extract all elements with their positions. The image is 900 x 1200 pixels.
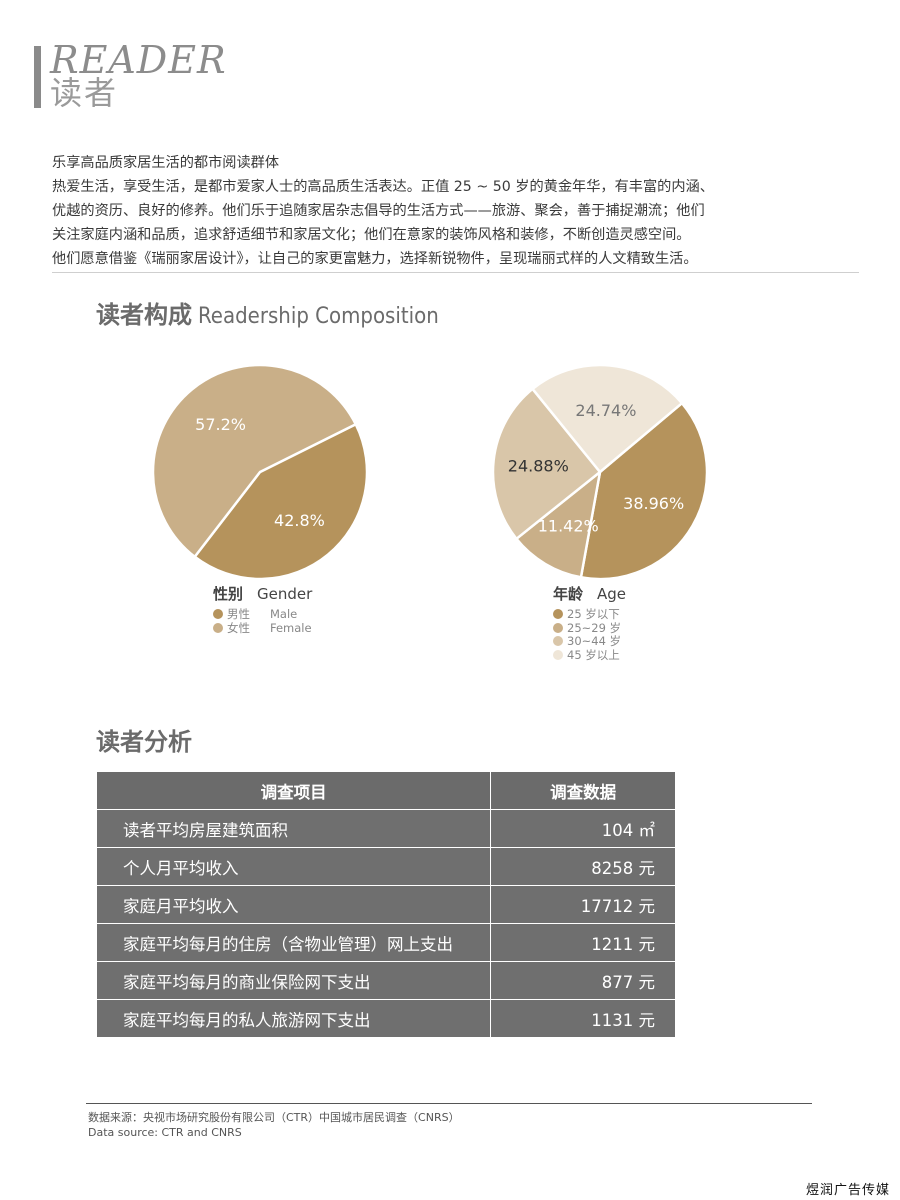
- divider: [52, 272, 859, 273]
- header-accent-bar: [34, 46, 41, 108]
- table-cell-item: 家庭月平均收入: [95, 885, 492, 924]
- gender-legend-title: 性别 Gender: [213, 583, 312, 604]
- table-header-item: 调查项目: [95, 771, 492, 810]
- intro-line: 关注家庭内涵和品质，追求舒适细节和家居文化；他们在意家的装饰风格和装修，不断创造…: [52, 227, 691, 243]
- intro-line: 乐享高品质家居生活的都市阅读群体: [52, 155, 280, 171]
- analysis-table: 调查项目 调查数据 读者平均房屋建筑面积 104 ㎡ 个人月平均收入 8258 …: [95, 771, 676, 1038]
- pie-slice: [151, 363, 358, 559]
- table-cell-value: 1131 元: [490, 999, 676, 1038]
- legend-item: 45 岁以上: [553, 647, 626, 663]
- gender-legend-title-en: Gender: [257, 585, 313, 603]
- legend-item: 男性 Male: [213, 607, 312, 622]
- gender-legend-title-cn: 性别: [213, 585, 244, 603]
- analysis-title: 读者分析: [96, 728, 192, 756]
- pie-slice: [531, 363, 684, 474]
- table-cell-item: 个人月平均收入: [95, 847, 492, 886]
- composition-title-en: Readership Composition: [198, 304, 439, 329]
- intro-line: 优越的资历、良好的修养。他们乐于追随家居杂志倡导的生活方式——旅游、聚会，善于捕…: [52, 203, 705, 219]
- page-title-cn: 读者: [50, 74, 119, 112]
- data-source-cn: 数据来源：央视市场研究股份有限公司（CTR）中国城市居民调查（CNRS）: [88, 1111, 460, 1124]
- table-cell-value: 877 元: [490, 961, 676, 1000]
- pie-slice: [491, 387, 602, 541]
- brand-name: 煜润广告传媒: [806, 1183, 891, 1198]
- table-row: 家庭平均每月的商业保险网下支出 877 元: [95, 961, 676, 1000]
- table-cell-value: 104 ㎡: [490, 809, 676, 848]
- pie-data-label: 24.88%: [508, 456, 569, 475]
- legend-label-en: Female: [270, 620, 312, 635]
- gender-pie-chart: 42.8% 57.2%: [151, 363, 369, 581]
- legend-swatch: [553, 622, 563, 633]
- table-row: 个人月平均收入 8258 元: [95, 847, 676, 886]
- legend-label: 30~44 岁: [567, 634, 622, 648]
- age-legend-title-en: Age: [597, 585, 627, 603]
- legend-label-en: Male: [270, 607, 298, 621]
- legend-swatch: [553, 649, 563, 660]
- table-cell-value: 8258 元: [490, 847, 676, 886]
- pie-slice: [579, 401, 709, 581]
- pie-slice: [515, 470, 602, 579]
- age-legend-title: 年龄 Age: [553, 583, 626, 604]
- legend-label: 25~29 岁: [567, 620, 622, 635]
- legend-item: 25~29 岁: [553, 620, 626, 636]
- table-cell-item: 读者平均房屋建筑面积: [95, 809, 492, 848]
- intro-text: 乐享高品质家居生活的都市阅读群体 热爱生活，享受生活，是都市爱家人士的高品质生活…: [52, 151, 862, 271]
- legend-item: 女性 Female: [213, 620, 312, 636]
- legend-label: 45 岁以上: [567, 647, 620, 662]
- legend-swatch: [213, 609, 223, 619]
- age-pie-chart: 38.96% 11.42% 24.88% 24.74%: [491, 363, 709, 581]
- legend-swatch: [553, 636, 563, 646]
- legend-swatch: [553, 609, 563, 619]
- table-row: 家庭月平均收入 17712 元: [95, 885, 676, 924]
- page-title-en: READER: [50, 38, 227, 82]
- composition-title: 读者构成 Readership Composition: [96, 300, 439, 332]
- table-header-row: 调查项目 调查数据: [95, 771, 676, 810]
- age-legend-title-cn: 年龄: [553, 585, 584, 603]
- legend-swatch: [213, 622, 223, 633]
- legend-item: 30~44 岁: [553, 634, 626, 649]
- table-cell-item: 家庭平均每月的商业保险网下支出: [95, 961, 492, 1000]
- data-source-en: Data source: CTR and CNRS: [88, 1126, 242, 1139]
- pie-data-label: 11.42%: [538, 516, 599, 535]
- table-cell-item: 家庭平均每月的私人旅游网下支出: [95, 999, 492, 1038]
- legend-label: 25 岁以下: [567, 607, 620, 621]
- table-row: 家庭平均每月的私人旅游网下支出 1131 元: [95, 999, 676, 1038]
- pie-data-label: 24.74%: [575, 401, 636, 420]
- footer-divider: [86, 1103, 812, 1104]
- composition-title-cn: 读者构成: [96, 301, 192, 329]
- age-legend: 年龄 Age 25 岁以下 25~29 岁 30~44 岁 45 岁以上: [553, 583, 626, 662]
- table-cell-item: 家庭平均每月的住房（含物业管理）网上支出: [95, 923, 492, 962]
- table-header-value: 调查数据: [490, 771, 676, 810]
- table-cell-value: 17712 元: [490, 885, 676, 924]
- pie-slice: [193, 423, 369, 581]
- intro-line: 他们愿意借鉴《瑞丽家居设计》，让自己的家更富魅力，选择新锐物件，呈现瑞丽式样的人…: [52, 251, 698, 267]
- legend-label-cn: 女性: [227, 620, 250, 635]
- table-cell-value: 1211 元: [490, 923, 676, 962]
- table-row: 家庭平均每月的住房（含物业管理）网上支出 1211 元: [95, 923, 676, 962]
- intro-line: 热爱生活，享受生活，是都市爱家人士的高品质生活表达。正值 25 ~ 50 岁的黄…: [52, 179, 714, 195]
- gender-legend: 性别 Gender 男性 Male 女性 Female: [213, 583, 312, 635]
- legend-label-cn: 男性: [227, 607, 250, 621]
- pie-data-label: 38.96%: [623, 494, 684, 513]
- pie-data-label: 57.2%: [195, 415, 246, 434]
- table-row: 读者平均房屋建筑面积 104 ㎡: [95, 809, 676, 848]
- pie-data-label: 42.8%: [274, 511, 325, 530]
- legend-item: 25 岁以下: [553, 607, 626, 622]
